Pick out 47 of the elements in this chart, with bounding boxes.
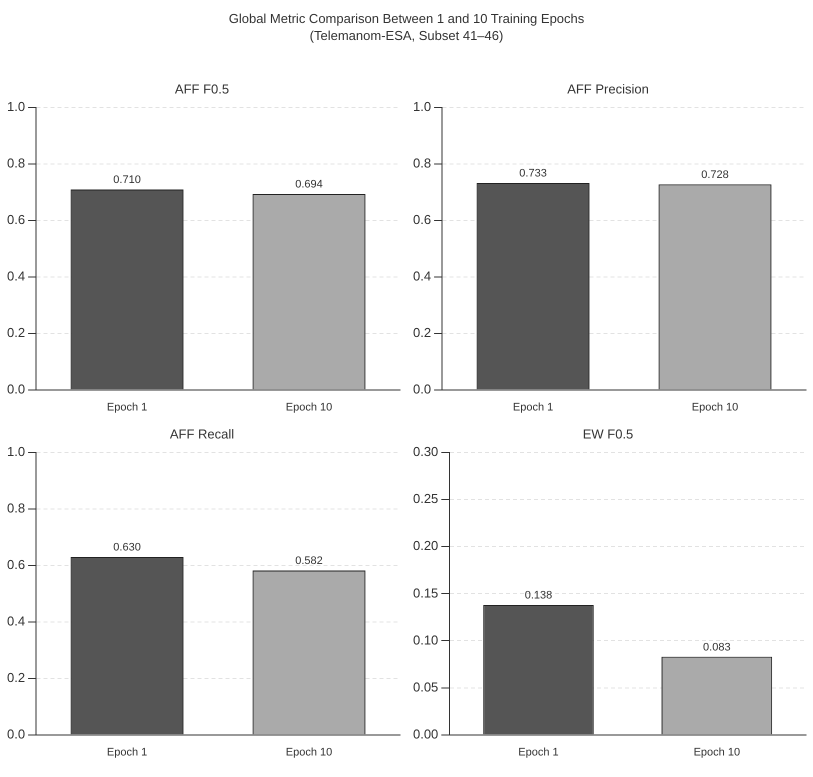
y-tick-label: 0.8	[6, 156, 26, 171]
data-label: 0.582	[295, 555, 323, 568]
x-tick-label: Epoch 1	[512, 401, 554, 414]
chart-title: AFF F0.5	[174, 81, 230, 96]
chart-title: AFF Recall	[170, 426, 234, 442]
chart-title: EW F0.5	[582, 426, 634, 442]
y-tick-label: 1.0	[6, 444, 26, 460]
y-tick-label: 0.6	[412, 212, 432, 228]
x-tick-label: Epoch 1	[106, 746, 148, 758]
data-label: 0.138	[524, 590, 552, 602]
y-tick-label: 0.8	[412, 156, 432, 171]
y-tick-label: 0.0	[412, 381, 432, 396]
y-tick-label: 0.00	[412, 726, 438, 742]
y-tick-label: 0.10	[412, 632, 438, 648]
x-tick-label: Epoch 10	[286, 401, 332, 414]
y-tick-label: 0.05	[412, 679, 438, 694]
y-tick-label: 0.4	[6, 614, 26, 628]
y-tick-label: 0.4	[412, 268, 432, 284]
x-tick-label: Epoch 1	[518, 746, 559, 758]
y-tick-label: 0.20	[412, 538, 438, 554]
data-label: 0.083	[703, 641, 731, 654]
y-tick-label: 0.2	[412, 324, 432, 340]
y-tick-label: 0.0	[6, 726, 26, 742]
x-tick-label: Epoch 1	[106, 401, 148, 414]
data-label: 0.630	[113, 542, 141, 554]
data-label: 0.733	[519, 167, 547, 180]
y-tick-label: 0.15	[412, 585, 438, 600]
y-tick-label: 1.0	[6, 99, 26, 114]
text: (Telemanom-ESA, Subset 41–46)	[308, 27, 504, 44]
y-tick-label: 0.2	[6, 670, 26, 685]
y-tick-label: 0.25	[412, 491, 438, 506]
x-tick-label: Epoch 10	[692, 401, 738, 414]
y-tick-label: 0.8	[6, 500, 26, 516]
text: Global Metric Comparison Between 1 and 10 Training Epochs	[228, 10, 586, 27]
y-tick-label: 1.0	[412, 99, 432, 114]
data-label: 0.710	[113, 174, 141, 186]
y-tick-label: 0.6	[6, 212, 26, 228]
y-tick-label: 0.30	[412, 444, 438, 460]
y-tick-label: 0.2	[6, 324, 26, 340]
chart-title: AFF Precision	[567, 81, 649, 96]
x-tick-label: Epoch 10	[694, 746, 740, 758]
y-tick-label: 0.4	[6, 268, 26, 284]
y-tick-label: 0.0	[6, 381, 26, 396]
x-tick-label: Epoch 10	[286, 746, 332, 758]
y-tick-label: 0.6	[6, 557, 26, 572]
data-label: 0.728	[701, 168, 729, 181]
data-label: 0.694	[295, 178, 323, 190]
